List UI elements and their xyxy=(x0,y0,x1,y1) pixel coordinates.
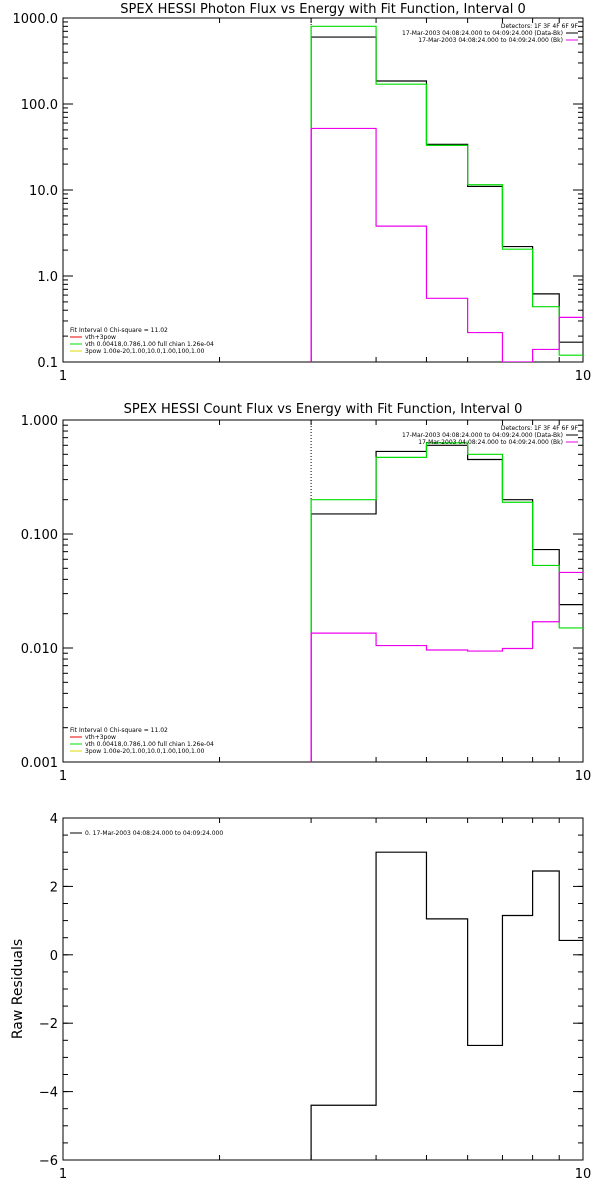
legend-entry: vth 0.00418,0.786,1.00 full chian 1.26e-… xyxy=(85,341,214,348)
chart-panel-0: SPEX HESSI Photon Flux vs Energy with Fi… xyxy=(13,2,592,384)
series-group xyxy=(310,442,583,762)
legend-entry: vth+3pow xyxy=(85,334,116,341)
legend-header: Detectors: 1F 3F 4F 6F 9F xyxy=(501,23,579,30)
y-axis-label: Raw Residuals xyxy=(10,939,26,1039)
legend-entry: 17-Mar-2003 04:08:24.000 to 04:09:24.000… xyxy=(418,439,563,446)
x-tick-label: 1 xyxy=(59,769,67,784)
y-tick-label: 0 xyxy=(50,949,58,964)
chart-panel-1: SPEX HESSI Count Flux vs Energy with Fit… xyxy=(21,402,591,784)
legend-legend_top: 0. 17-Mar-2003 04:08:24.000 to 04:09:24.… xyxy=(70,830,223,837)
plot-frame xyxy=(62,419,584,763)
y-tick-label: −2 xyxy=(39,1017,58,1032)
legend-entry: 0. 17-Mar-2003 04:08:24.000 to 04:09:24.… xyxy=(85,830,223,837)
legend-entry: 3pow 1.00e-20,1.00,10.0,1.00,100,1.00 xyxy=(85,748,205,755)
plot-frame xyxy=(62,17,584,363)
y-tick-label: 0.1 xyxy=(37,356,58,371)
legend-entry: 3pow 1.00e-20,1.00,10.0,1.00,100,1.00 xyxy=(85,348,205,355)
x-tick-label: 10 xyxy=(575,369,592,384)
y-tick-label: 10.0 xyxy=(29,184,58,199)
y-tick-label: 1000.0 xyxy=(13,12,59,27)
legend-entry: vth 0.00418,0.786,1.00 full chian 1.26e-… xyxy=(85,741,214,748)
y-tick-label: 4 xyxy=(50,812,58,827)
series-line-2 xyxy=(310,571,583,762)
chart-title: SPEX HESSI Count Flux vs Energy with Fit… xyxy=(124,402,523,417)
series-line-0 xyxy=(310,851,583,1160)
plot-frame xyxy=(62,817,584,1161)
y-tick-label: 1.000 xyxy=(21,414,58,429)
series-line-1 xyxy=(310,442,583,762)
y-tick-label: 0.010 xyxy=(21,642,58,657)
legend-entry: vth+3pow xyxy=(85,734,116,741)
y-tick-label: −6 xyxy=(39,1154,58,1169)
legend-legend_bottom: Fit Interval 0 Chi-square = 11.02vth+3po… xyxy=(70,727,214,755)
x-tick-label: 10 xyxy=(575,1167,592,1182)
y-tick-label: 1.0 xyxy=(37,270,58,285)
legend-header: Fit Interval 0 Chi-square = 11.02 xyxy=(70,727,168,734)
x-tick-label: 1 xyxy=(59,369,67,384)
series-group xyxy=(310,25,583,362)
series-group xyxy=(310,851,583,1160)
chart-title: SPEX HESSI Photon Flux vs Energy with Fi… xyxy=(120,2,526,17)
x-tick-label: 1 xyxy=(59,1167,67,1182)
y-tick-label: 100.0 xyxy=(21,98,58,113)
legend-entry: 17-Mar-2003 04:08:24.000 to 04:09:24.000… xyxy=(402,432,563,439)
legend-entry: 17-Mar-2003 04:08:24.000 to 04:09:24.000… xyxy=(418,37,563,44)
series-line-0 xyxy=(310,444,583,762)
series-line-0 xyxy=(310,36,583,362)
y-tick-label: 2 xyxy=(50,880,58,895)
legend-header: Fit Interval 0 Chi-square = 11.02 xyxy=(70,327,168,334)
y-tick-label: 0.100 xyxy=(21,528,58,543)
legend-header: Detectors: 1F 3F 4F 6F 9F xyxy=(501,425,579,432)
x-tick-label: 10 xyxy=(575,769,592,784)
legend-entry: 17-Mar-2003 04:08:24.000 to 04:09:24.000… xyxy=(402,30,563,37)
y-tick-label: −4 xyxy=(39,1086,58,1101)
chart-panel-2: Raw Residuals 1 10 −6 −4 −2 0 2 4 0. 17-Mar-2003 … xyxy=(10,812,591,1182)
series-line-2 xyxy=(310,127,583,362)
y-tick-label: 0.001 xyxy=(21,756,58,771)
series-line-1 xyxy=(310,25,583,362)
legend-legend_bottom: Fit Interval 0 Chi-square = 11.02vth+3po… xyxy=(70,327,214,355)
